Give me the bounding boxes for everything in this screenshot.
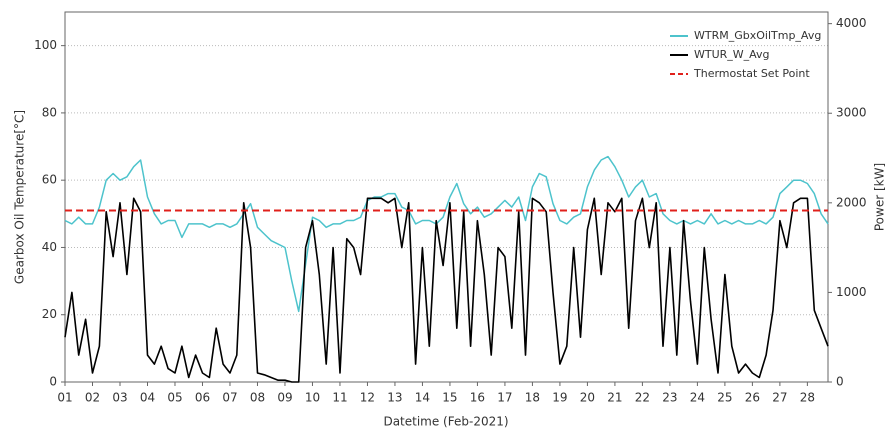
x-tick-label: 22 <box>635 391 650 405</box>
series-line <box>64 155 829 313</box>
x-axis-label: Datetime (Feb-2021) <box>383 415 508 429</box>
y-tick-label: 40 <box>42 240 57 254</box>
y-tick-label: 60 <box>42 173 57 187</box>
x-tick-label: 13 <box>387 391 402 405</box>
x-tick-label: 10 <box>305 391 320 405</box>
y2-axis-label: Power [kW] <box>873 163 887 231</box>
y2-tick-label: 3000 <box>836 106 867 120</box>
series-line <box>64 197 829 383</box>
y2-tick-label: 0 <box>836 375 844 389</box>
x-tick-label: 27 <box>772 391 787 405</box>
y-tick-label: 100 <box>34 38 57 52</box>
y-axis-label: Gearbox Oil Temperature[°C] <box>13 110 27 284</box>
x-tick-label: 19 <box>552 391 567 405</box>
x-tick-label: 28 <box>800 391 815 405</box>
x-tick-label: 02 <box>85 391 100 405</box>
y-tick-label: 80 <box>42 105 57 119</box>
y2-tick-label: 2000 <box>836 195 867 209</box>
x-tick-label: 08 <box>250 391 265 405</box>
x-tick-label: 24 <box>690 391 705 405</box>
x-tick-label: 11 <box>332 391 347 405</box>
x-tick-label: 05 <box>167 391 182 405</box>
y-tick-label: 20 <box>42 307 57 321</box>
x-tick-label: 16 <box>470 391 485 405</box>
x-tick-label: 23 <box>662 391 677 405</box>
y2-tick-label: 1000 <box>836 285 867 299</box>
x-tick-label: 14 <box>415 391 430 405</box>
x-tick-label: 26 <box>745 391 760 405</box>
x-tick-label: 01 <box>57 391 72 405</box>
x-tick-label: 25 <box>717 391 732 405</box>
legend-label: WTUR_W_Avg <box>694 48 770 61</box>
x-tick-label: 06 <box>195 391 210 405</box>
x-tick-label: 17 <box>497 391 512 405</box>
x-tick-label: 20 <box>580 391 595 405</box>
plot-frame <box>64 11 829 383</box>
x-tick-label: 07 <box>222 391 237 405</box>
legend-label: WTRM_GbxOilTmp_Avg <box>694 29 821 42</box>
y-tick-label: 0 <box>49 375 57 389</box>
x-tick-label: 12 <box>360 391 375 405</box>
x-tick-label: 18 <box>525 391 540 405</box>
x-tick-label: 04 <box>140 391 155 405</box>
legend-label: Thermostat Set Point <box>693 67 810 80</box>
x-tick-label: 21 <box>607 391 622 405</box>
y2-tick-label: 4000 <box>836 16 867 30</box>
x-tick-label: 09 <box>277 391 292 405</box>
x-tick-label: 15 <box>442 391 457 405</box>
x-tick-label: 03 <box>112 391 127 405</box>
